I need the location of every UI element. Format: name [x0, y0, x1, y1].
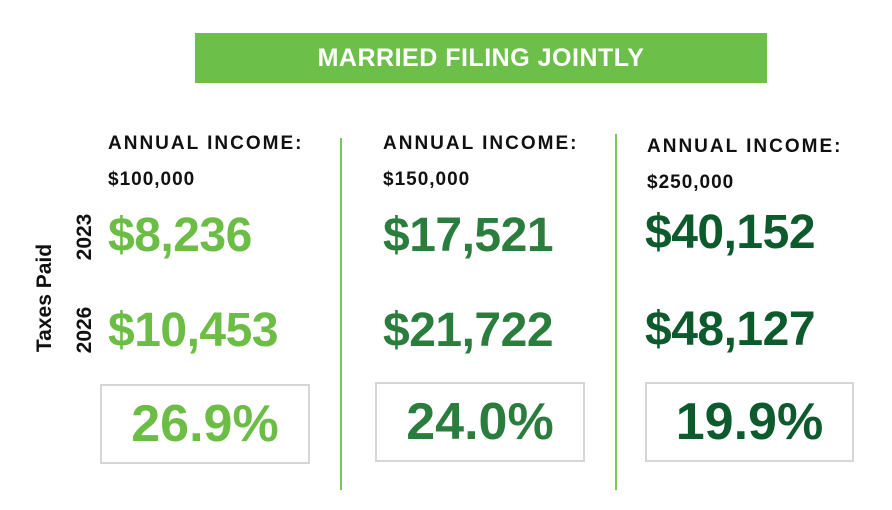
- tax-2026-value: $48,127: [645, 303, 816, 356]
- income-amount: $100,000: [108, 169, 196, 190]
- tax-2026-value: $10,453: [108, 304, 279, 357]
- tax-2026-value: $21,722: [383, 304, 554, 357]
- column-divider: [340, 138, 342, 490]
- year-2023-label: 2023: [73, 213, 96, 261]
- income-amount: $250,000: [647, 172, 735, 193]
- taxes-paid-label: Taxes Paid: [33, 243, 56, 353]
- increase-percent-box: 26.9%: [100, 384, 310, 464]
- increase-percent-box: 24.0%: [375, 382, 585, 462]
- increase-percent-box: 19.9%: [645, 382, 854, 462]
- tax-2023-value: $17,521: [383, 209, 554, 262]
- annual-income-label: ANNUAL INCOME:: [383, 133, 579, 154]
- annual-income-label: ANNUAL INCOME:: [108, 133, 304, 154]
- year-2026-label: 2026: [73, 306, 96, 354]
- filing-status-banner: MARRIED FILING JOINTLY: [195, 33, 767, 83]
- tax-2023-value: $40,152: [645, 206, 816, 259]
- tax-2023-value: $8,236: [108, 209, 252, 262]
- income-amount: $150,000: [383, 169, 471, 190]
- column-divider: [615, 134, 617, 490]
- annual-income-label: ANNUAL INCOME:: [647, 136, 843, 157]
